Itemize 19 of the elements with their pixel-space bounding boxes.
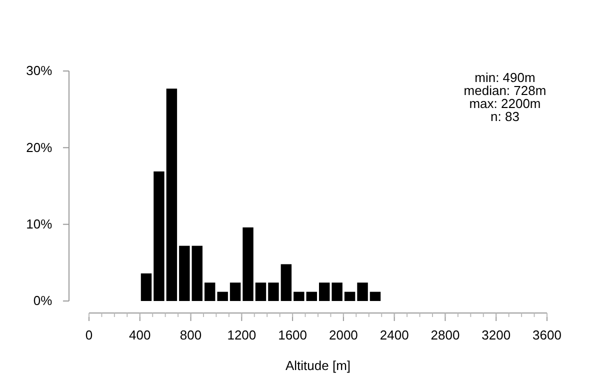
x-tick-label: 2000 <box>328 328 358 343</box>
x-tick-label: 2800 <box>430 328 460 343</box>
y-tick-label: 10% <box>26 216 53 232</box>
annotation: median: 728m <box>464 83 546 98</box>
annotation: min: 490m <box>474 70 536 85</box>
y-tick-label: 20% <box>26 140 53 155</box>
annotation: n: 83 <box>490 109 520 124</box>
annotation: max: 2200m <box>469 96 541 111</box>
x-tick-label: 400 <box>129 328 151 343</box>
x-tick-label: 1600 <box>278 328 308 343</box>
x-tick-label: 800 <box>180 328 202 343</box>
x-tick-label: 2400 <box>380 328 409 343</box>
x-tick-label: 1200 <box>227 328 256 343</box>
y-tick-label: 30% <box>26 63 53 78</box>
y-tick-label: 0% <box>33 293 53 308</box>
x-tick-label: 3600 <box>532 328 562 343</box>
x-tick-label: 3200 <box>482 328 511 343</box>
x-axis-title: Altitude [m] <box>285 358 351 373</box>
x-tick-label: 0 <box>85 328 93 343</box>
